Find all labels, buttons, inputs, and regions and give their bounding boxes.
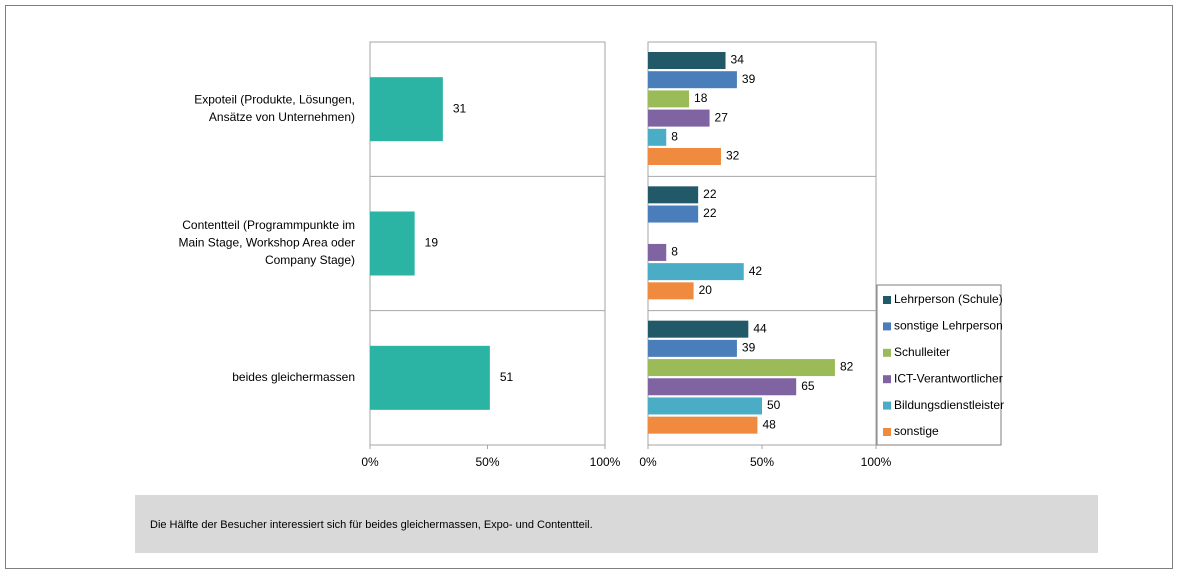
category-label: Expoteil (Produkte, Lösungen, (194, 93, 355, 107)
data-label: 39 (742, 72, 756, 86)
bar (370, 77, 443, 142)
data-label: 82 (840, 360, 854, 374)
data-label: 8 (671, 129, 678, 143)
bar (648, 205, 699, 223)
bar (648, 128, 667, 146)
x-tick-label: 0% (361, 455, 379, 469)
legend-swatch (883, 322, 891, 331)
data-label: 51 (500, 370, 514, 384)
data-label: 22 (703, 187, 717, 201)
x-tick-label: 50% (475, 455, 499, 469)
legend-swatch (883, 401, 891, 410)
data-label: 8 (671, 245, 678, 259)
bar (648, 397, 762, 415)
bar (370, 211, 415, 276)
bar (648, 263, 744, 281)
category-label: Ansätze von Unternehmen) (209, 110, 355, 124)
category-label: beides gleichermassen (232, 370, 355, 384)
legend-swatch (883, 348, 891, 357)
bar (648, 71, 737, 89)
bar (370, 345, 490, 410)
data-label: 32 (726, 149, 740, 163)
bar (648, 416, 758, 434)
data-label: 18 (694, 91, 708, 105)
legend-label: sonstige Lehrperson (894, 319, 1003, 333)
legend-box (876, 284, 1002, 446)
x-tick-label: 50% (750, 455, 774, 469)
category-label: Main Stage, Workshop Area oder (178, 236, 355, 250)
data-label: 42 (749, 264, 763, 278)
legend-label: sonstige (894, 424, 939, 438)
legend-swatch (883, 375, 891, 384)
legend-swatch (883, 428, 891, 436)
category-label: Contentteil (Programmpunkte im (182, 218, 355, 232)
caption: Die Hälfte der Besucher interessiert sic… (150, 519, 593, 531)
data-label: 34 (731, 53, 745, 67)
bar (648, 109, 710, 127)
bar (648, 359, 835, 377)
data-label: 22 (703, 206, 717, 220)
legend-label: ICT-Verantwortlicher (894, 371, 1003, 385)
bar (648, 148, 721, 165)
x-tick-label: 100% (861, 455, 892, 469)
bar (648, 243, 667, 261)
bar (648, 378, 797, 396)
legend-label: Schulleiter (894, 345, 950, 359)
x-tick-label: 0% (639, 455, 657, 469)
bar (648, 90, 690, 108)
bar (648, 282, 694, 300)
caption-box (135, 495, 1098, 553)
legend-swatch (883, 296, 891, 304)
data-label: 48 (762, 417, 776, 431)
data-label: 65 (801, 379, 815, 393)
category-label: Company Stage) (265, 253, 355, 267)
legend-label: Lehrperson (Schule) (894, 292, 1003, 306)
legend: Lehrperson (Schule) sonstige Lehrperson Sc… (876, 284, 1004, 446)
data-label: 44 (753, 321, 767, 335)
data-label: 20 (699, 283, 713, 297)
x-tick-label: 100% (590, 455, 621, 469)
bar (648, 186, 699, 204)
data-label: 27 (715, 110, 729, 124)
legend-label: Bildungsdienstleister (894, 398, 1004, 412)
bar (648, 320, 749, 338)
data-label: 39 (742, 341, 756, 355)
bar (648, 339, 737, 357)
data-label: 31 (453, 101, 467, 115)
data-label: 50 (767, 398, 781, 412)
bar (648, 52, 726, 69)
data-label: 19 (425, 236, 439, 250)
